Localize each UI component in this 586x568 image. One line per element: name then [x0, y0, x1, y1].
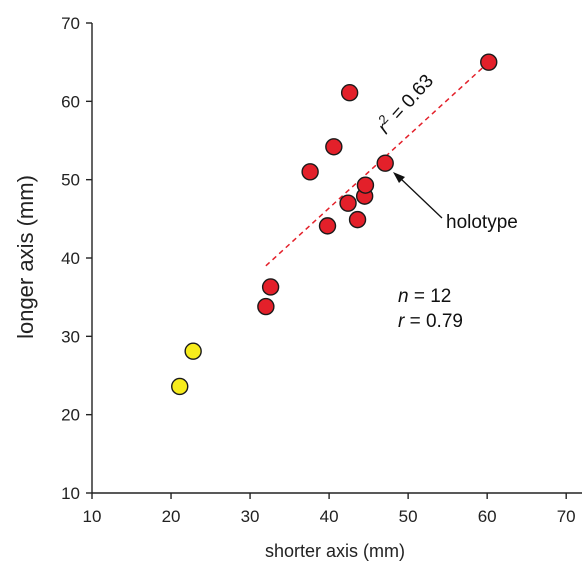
data-point-red: [356, 176, 375, 194]
n-stat: n = 12: [398, 286, 451, 307]
y-tick-label: 50: [61, 171, 80, 190]
x-tick-label: 30: [241, 507, 260, 526]
x-tick-label: 50: [399, 507, 418, 526]
n-stat-var: n: [398, 286, 409, 307]
data-point-red: [480, 53, 498, 71]
x-tick-label: 10: [83, 507, 102, 526]
y-axis-title: longer axis (mm): [13, 175, 38, 339]
y-tick-label: 70: [61, 14, 80, 33]
y-tick-label: 60: [61, 92, 80, 111]
data-point-red: [257, 297, 275, 316]
data-point-red: [339, 194, 357, 212]
x-tick-label: 60: [478, 507, 497, 526]
y-tick-label: 40: [61, 249, 80, 268]
data-point-red: [340, 84, 359, 102]
x-tick-label: 40: [320, 507, 339, 526]
holotype-callout: holotype: [393, 172, 518, 233]
r-squared-value: = 0.63: [383, 71, 438, 129]
x-tick-label: 70: [557, 507, 576, 526]
data-point-yellow: [171, 377, 189, 396]
r-squared-label: r2 = 0.63: [371, 68, 438, 138]
data-point-yellow: [184, 342, 202, 360]
data-points: [171, 53, 498, 396]
holotype-arrowhead: [393, 172, 405, 183]
data-point-red: [261, 278, 280, 296]
x-tick-label: 20: [162, 507, 181, 526]
data-point-red: [348, 210, 367, 229]
x-axis-title: shorter axis (mm): [265, 541, 405, 561]
data-point-red: [376, 154, 394, 172]
r-stat-value: = 0.79: [404, 311, 463, 332]
ticks: 10 20 30 40 50 60 70 10 20 30 40 50 60 70: [61, 14, 576, 526]
data-point-red: [301, 163, 319, 181]
holotype-arrow-line: [399, 177, 443, 219]
data-point-red: [318, 217, 337, 235]
data-point-red: [325, 138, 343, 156]
holotype-label: holotype: [446, 212, 518, 233]
y-tick-label: 20: [61, 406, 80, 425]
r-stat: r = 0.79: [398, 311, 463, 332]
y-tick-label: 30: [61, 327, 80, 346]
y-tick-label: 10: [61, 484, 80, 503]
n-stat-value: = 12: [409, 286, 452, 307]
r-stat-var: r: [398, 311, 405, 332]
axes: [91, 23, 582, 494]
